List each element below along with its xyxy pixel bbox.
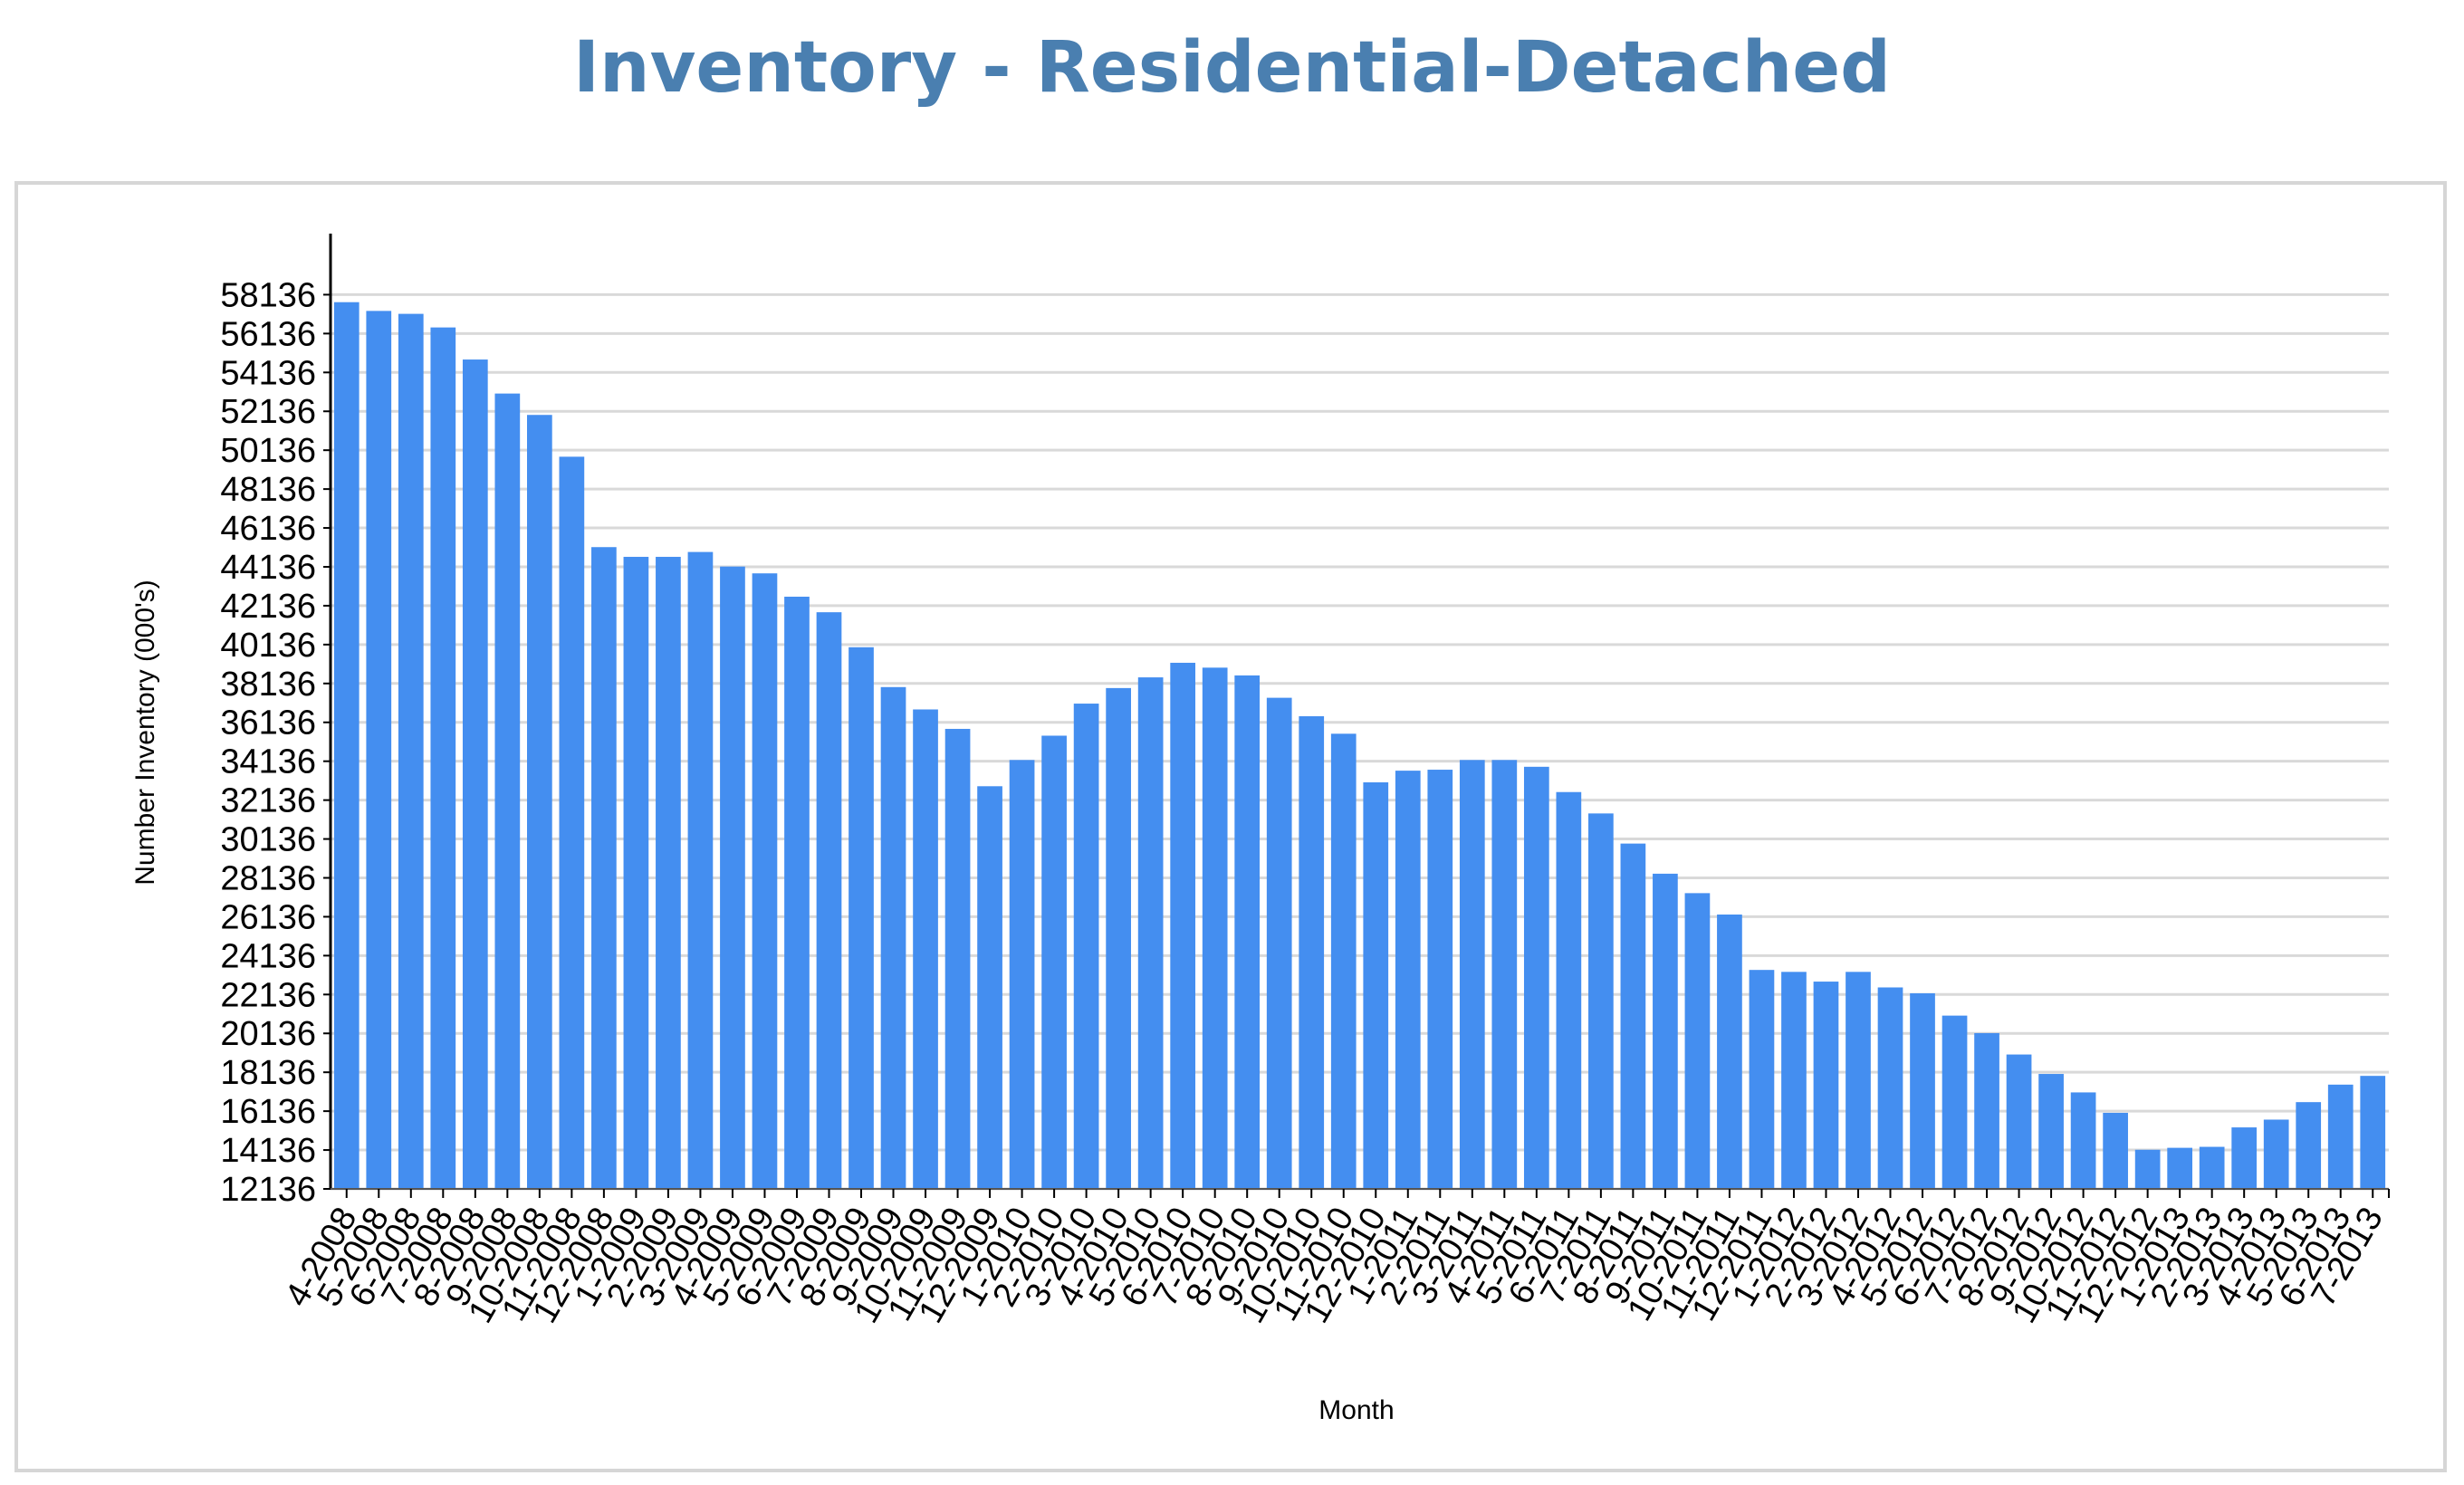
y-tick-label: 26136 [220,898,316,936]
bar-8-2008 [462,359,488,1189]
y-tick-label: 50136 [220,432,316,470]
bar-1-2011 [1395,771,1421,1189]
bar-10-2012 [2070,1092,2096,1189]
bar-10-2008 [527,415,552,1189]
bar-5-2010 [1137,677,1164,1189]
bar-7-2008 [430,327,456,1189]
bar-4-2012 [1877,987,1903,1189]
bar-1-2012 [1781,972,1807,1189]
bar-2-2011 [1427,770,1453,1189]
y-tick-label: 22136 [220,976,316,1014]
bar-9-2010 [1266,697,1292,1189]
bar-3-2013 [2231,1127,2258,1189]
page-title: Inventory - Residential-Detached [573,27,1891,109]
bar-9-2009 [880,686,906,1189]
bar-12-2011 [1749,970,1775,1189]
y-tick-label: 16136 [220,1093,316,1131]
bar-5-2009 [752,573,778,1189]
bar-5-2013 [2296,1102,2322,1189]
y-tick-label: 44136 [220,549,316,587]
y-tick-label: 42136 [220,588,316,626]
y-tick-label: 24136 [220,937,316,975]
bar-8-2009 [848,647,874,1189]
bar-4-2008 [333,302,360,1189]
bar-12-2009 [977,786,1002,1189]
y-tick-label: 18136 [220,1054,316,1092]
bar-7-2012 [1974,1032,1999,1189]
y-axis-label: Number Inventory (000's) [130,580,160,886]
chart-frame: 12136 14136 16136 18136 20136 22136 24136 26136… [14,181,2447,1472]
bar-4-2011 [1491,760,1518,1189]
bar-6-2010 [1170,662,1196,1189]
y-tick-labels: 1213614136161361813620136221362413626136… [220,276,331,1209]
bar-12-2010 [1363,781,1389,1189]
bar-6-2009 [784,596,810,1189]
bar-2-2010 [1041,735,1067,1189]
y-tick-label: 14136 [220,1132,316,1170]
bars [333,302,2386,1189]
bar-8-2012 [2006,1054,2032,1189]
y-tick-label: 54136 [220,354,316,392]
bar-9-2008 [494,393,521,1189]
y-tick-label: 52136 [220,393,316,431]
bar-8-2010 [1234,675,1261,1189]
y-tick-label: 32136 [220,782,316,820]
bar-3-2011 [1459,760,1485,1189]
bar-10-2009 [913,709,938,1189]
bar-chart: 1213614136161361813620136221362413626136… [130,234,2391,1425]
bar-4-2009 [720,566,745,1189]
bar-4-2013 [2263,1119,2289,1189]
bar-3-2009 [687,551,714,1189]
y-tick-label: 38136 [220,666,316,704]
x-axis-label: Month [1318,1395,1394,1425]
y-tick-label: 40136 [220,627,316,665]
bar-7-2013 [2360,1076,2386,1189]
bar-12-2008 [591,547,617,1189]
bar-11-2010 [1330,733,1357,1189]
bar-6-2011 [1556,791,1582,1189]
bar-7-2009 [816,612,842,1189]
bar-7-2010 [1202,667,1228,1189]
y-tick-label: 20136 [220,1015,316,1053]
bar-2-2009 [656,556,681,1189]
y-tick-label: 36136 [220,704,316,742]
bar-6-2008 [398,313,424,1189]
axes [329,234,2390,1198]
bar-9-2011 [1653,873,1678,1189]
bar-4-2010 [1106,687,1131,1189]
y-tick-label: 46136 [220,510,316,548]
y-tick-label: 12136 [220,1171,316,1209]
bar-5-2008 [366,311,392,1189]
bar-1-2010 [1009,760,1035,1189]
y-tick-label: 58136 [220,276,316,314]
bar-3-2012 [1846,972,1871,1189]
bar-8-2011 [1620,843,1646,1189]
y-tick-label: 30136 [220,821,316,859]
bar-11-2009 [944,728,971,1189]
y-tick-label: 28136 [220,859,316,897]
bar-7-2011 [1588,813,1614,1189]
bar-11-2012 [2103,1112,2128,1189]
bar-3-2010 [1073,704,1099,1189]
bar-10-2010 [1299,716,1325,1189]
y-tick-label: 56136 [220,315,316,353]
bar-11-2008 [559,456,585,1189]
bar-11-2011 [1717,914,1742,1189]
bar-2-2013 [2199,1146,2225,1189]
bar-5-2012 [1910,992,1935,1189]
bar-1-2013 [2167,1147,2192,1189]
bar-9-2012 [2038,1074,2064,1189]
bar-6-2012 [1941,1015,1968,1189]
bar-2-2012 [1813,982,1839,1189]
y-tick-label: 48136 [220,471,316,509]
bar-12-2012 [2134,1149,2161,1189]
bar-1-2009 [623,556,649,1189]
y-tick-label: 34136 [220,743,316,781]
x-tick-labels: 4-20085-20086-20087-20088-20089-200810-2… [278,1189,2391,1329]
bar-10-2011 [1684,893,1711,1189]
bar-6-2013 [2327,1084,2354,1189]
bar-5-2011 [1523,766,1549,1189]
